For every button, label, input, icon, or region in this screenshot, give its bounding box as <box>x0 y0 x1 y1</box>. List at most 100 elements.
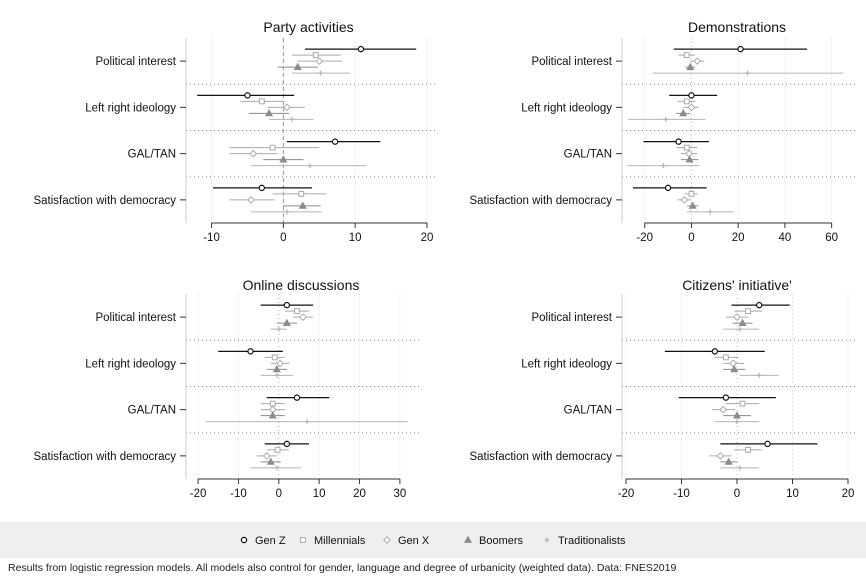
point-estimate <box>724 457 733 465</box>
category-label: Left right ideology <box>521 102 612 114</box>
point-estimate <box>663 116 669 122</box>
point-estimate <box>247 195 255 204</box>
category-label: GAL/TAN <box>564 405 612 417</box>
point-estimate <box>723 354 729 361</box>
point-estimate <box>733 313 741 322</box>
category-label: GAL/TAN <box>128 149 176 161</box>
x-tick-label: 10 <box>349 232 362 244</box>
point-estimate <box>269 144 276 151</box>
point-estimate <box>664 184 672 192</box>
point-estimate <box>729 359 738 368</box>
category-label: Political interest <box>531 56 612 68</box>
panel-title: Demonstrations <box>688 19 786 35</box>
point-estimate <box>293 394 301 401</box>
x-tick-label: 10 <box>786 488 799 500</box>
point-estimate <box>675 138 682 145</box>
x-tick-label: 0 <box>280 232 286 244</box>
point-estimate <box>737 326 743 332</box>
point-estimate <box>745 70 751 76</box>
x-tick-label: -20 <box>618 488 635 500</box>
point-estimate <box>756 301 763 309</box>
category-label: Political interest <box>531 312 612 324</box>
point-estimate <box>274 465 280 471</box>
point-estimate <box>244 92 251 99</box>
category-label: Satisfaction with democracy <box>33 451 176 463</box>
legend-marker <box>544 537 550 543</box>
panel-title: Online discussions <box>243 277 360 293</box>
x-tick-label: 10 <box>313 488 326 500</box>
x-tick-label: -20 <box>190 488 207 500</box>
x-tick-label: 0 <box>276 488 282 500</box>
point-estimate <box>274 446 281 453</box>
point-estimate <box>331 138 339 145</box>
point-estimate <box>730 364 739 373</box>
point-estimate <box>289 116 295 122</box>
point-estimate <box>249 149 258 158</box>
legend-marker <box>240 536 248 544</box>
legend-marker <box>383 536 391 544</box>
x-tick-label: -10 <box>203 232 220 244</box>
category-label: Political interest <box>95 56 176 68</box>
category-label: Political interest <box>95 312 176 324</box>
point-estimate <box>304 419 310 425</box>
point-estimate <box>299 313 307 322</box>
point-estimate <box>756 372 762 378</box>
point-estimate <box>683 144 690 151</box>
point-estimate <box>745 446 752 453</box>
x-tick-label: -10 <box>230 488 247 500</box>
point-estimate <box>283 440 291 448</box>
point-estimate <box>722 394 730 401</box>
point-estimate <box>688 190 695 197</box>
point-estimate <box>284 209 290 215</box>
point-estimate <box>685 155 694 163</box>
point-estimate <box>247 348 254 355</box>
point-estimate <box>283 301 291 309</box>
point-estimate <box>739 400 746 407</box>
point-estimate <box>660 163 666 169</box>
point-estimate <box>737 45 744 53</box>
legend-marker <box>300 537 306 543</box>
point-estimate <box>719 405 728 414</box>
category-label: GAL/TAN <box>128 405 176 417</box>
category-label: Satisfaction with democracy <box>469 451 612 463</box>
point-estimate <box>272 364 281 373</box>
panel-title: Citizens' initiative' <box>682 277 792 293</box>
legend-background <box>0 522 866 558</box>
category-label: Satisfaction with democracy <box>469 195 612 207</box>
point-estimate <box>298 190 305 197</box>
point-estimate <box>258 98 265 105</box>
point-estimate <box>258 184 266 192</box>
point-estimate <box>279 155 288 163</box>
x-tick-label: 20 <box>353 488 366 500</box>
point-estimate <box>688 92 695 99</box>
point-estimate <box>266 457 275 465</box>
x-tick-label: 30 <box>393 488 406 500</box>
x-tick-label: 20 <box>421 232 434 244</box>
x-tick-label: 0 <box>734 488 740 500</box>
point-estimate <box>262 451 271 460</box>
category-label: Left right ideology <box>85 102 176 114</box>
point-estimate <box>737 465 743 471</box>
point-estimate <box>683 98 690 105</box>
point-estimate <box>282 318 291 327</box>
point-estimate <box>686 62 695 71</box>
point-estimate <box>357 45 365 53</box>
point-estimate <box>276 359 284 368</box>
point-estimate <box>745 308 752 315</box>
x-tick-label: 60 <box>825 232 838 244</box>
figure-note: Results from logistic regression models.… <box>8 562 677 574</box>
legend-label: Traditionalists <box>558 535 626 547</box>
point-estimate <box>693 57 702 66</box>
panel-title: Party activities <box>263 19 353 35</box>
x-tick-label: 0 <box>688 232 694 244</box>
point-estimate <box>294 308 300 315</box>
point-estimate <box>707 209 713 215</box>
point-estimate <box>679 108 688 117</box>
point-estimate <box>274 372 280 378</box>
category-label: Left right ideology <box>85 358 176 370</box>
point-estimate <box>680 195 689 204</box>
point-estimate <box>738 318 747 327</box>
x-tick-label: -20 <box>636 232 653 244</box>
point-estimate <box>732 411 742 419</box>
legend-label: Gen Z <box>255 535 286 547</box>
